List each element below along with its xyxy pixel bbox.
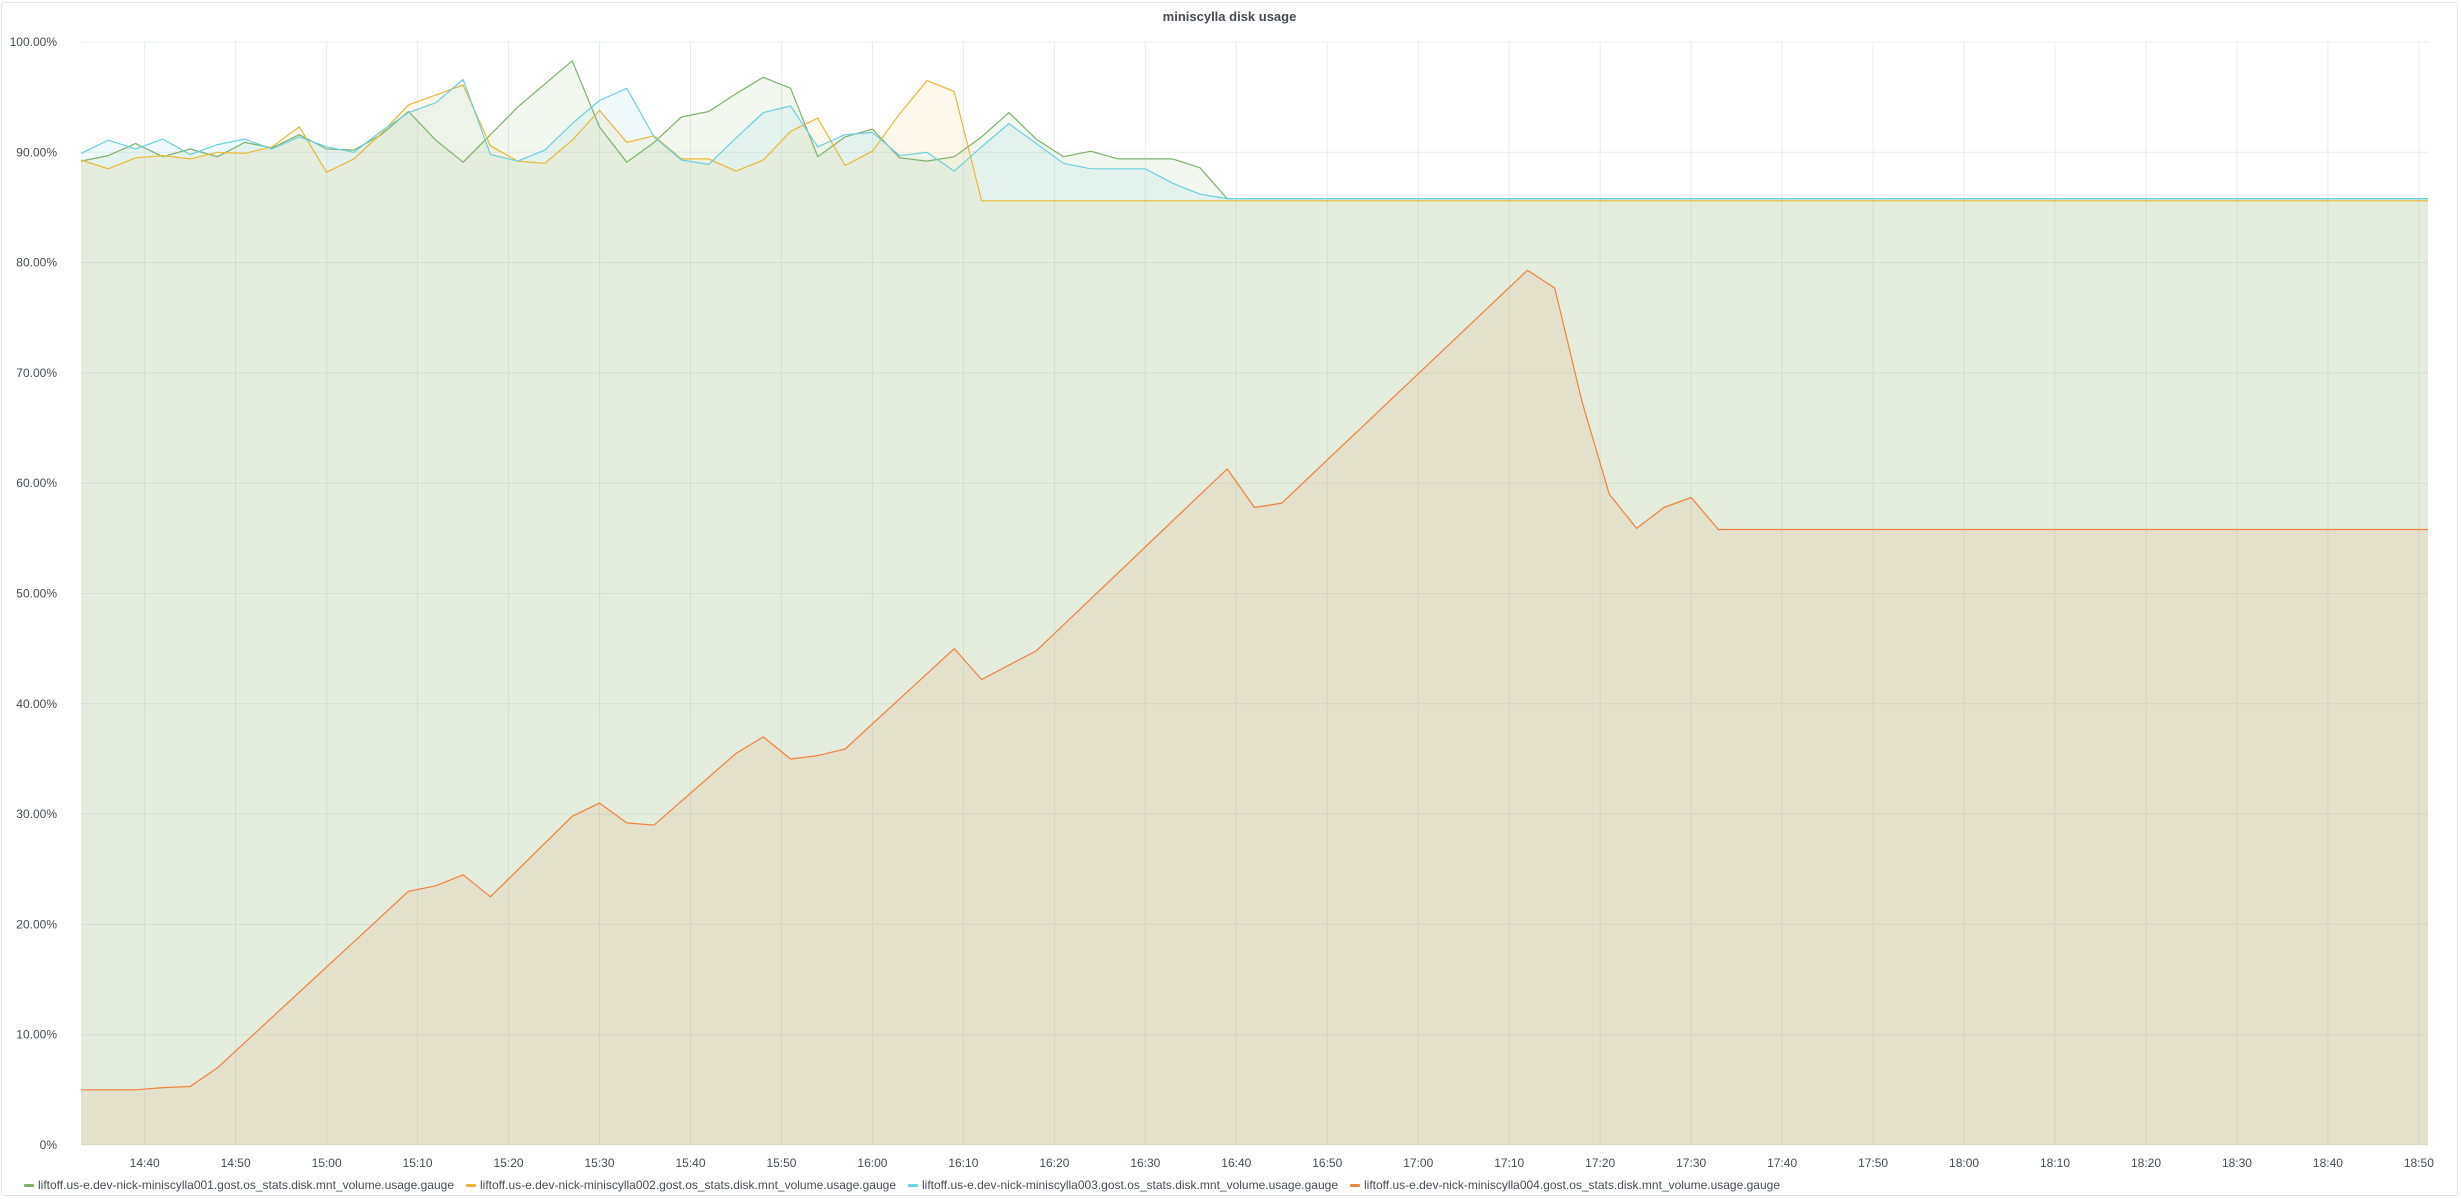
x-tick-label: 15:40 <box>675 1156 705 1170</box>
series-area-2 <box>81 80 2428 1146</box>
chart-legend: liftoff.us-e.dev-nick-miniscylla001.gost… <box>24 1177 1780 1193</box>
series-line-2 <box>80 80 2428 202</box>
x-tick-label: 17:00 <box>1403 1156 1433 1170</box>
x-tick-label: 18:40 <box>2313 1156 2343 1170</box>
legend-swatch <box>1350 1183 1360 1187</box>
y-tick-label: 90.00% <box>16 145 57 159</box>
x-tick-label: 15:20 <box>494 1156 524 1170</box>
y-tick-label: 40.00% <box>16 697 57 711</box>
y-tick-label: 10.00% <box>16 1028 57 1042</box>
legend-label: liftoff.us-e.dev-nick-miniscylla004.gost… <box>1364 1178 1780 1192</box>
x-tick-label: 18:00 <box>1949 1156 1979 1170</box>
series-line-1 <box>80 60 2428 200</box>
y-tick-label: 80.00% <box>16 256 57 270</box>
x-tick-label: 18:30 <box>2222 1156 2252 1170</box>
legend-item-2[interactable]: liftoff.us-e.dev-nick-miniscylla002.gost… <box>466 1177 896 1193</box>
x-tick-label: 17:10 <box>1494 1156 1524 1170</box>
y-tick-label: 20.00% <box>16 917 57 931</box>
legend-item-1[interactable]: liftoff.us-e.dev-nick-miniscylla001.gost… <box>24 1177 454 1193</box>
x-tick-label: 16:40 <box>1221 1156 1251 1170</box>
series-line-4 <box>81 269 2428 1091</box>
x-tick-label: 15:50 <box>766 1156 796 1170</box>
legend-item-3[interactable]: liftoff.us-e.dev-nick-miniscylla003.gost… <box>908 1177 1338 1193</box>
x-tick-label: 17:30 <box>1676 1156 1706 1170</box>
legend-swatch <box>466 1183 476 1187</box>
series-area-1 <box>81 60 2428 1145</box>
legend-item-4[interactable]: liftoff.us-e.dev-nick-miniscylla004.gost… <box>1350 1177 1780 1193</box>
legend-label: liftoff.us-e.dev-nick-miniscylla002.gost… <box>480 1178 896 1192</box>
legend-swatch <box>908 1183 918 1187</box>
x-tick-label: 16:20 <box>1039 1156 1069 1170</box>
x-tick-label: 14:40 <box>130 1156 160 1170</box>
x-tick-label: 14:50 <box>221 1156 251 1170</box>
x-tick-label: 17:40 <box>1767 1156 1797 1170</box>
x-tick-label: 15:00 <box>312 1156 342 1170</box>
x-tick-label: 18:10 <box>2040 1156 2070 1170</box>
chart-grid <box>81 41 2428 1146</box>
x-tick-label: 15:30 <box>585 1156 615 1170</box>
x-tick-label: 17:20 <box>1585 1156 1615 1170</box>
series-area-3 <box>81 79 2428 1145</box>
y-tick-label: 100.00% <box>10 35 58 49</box>
legend-label: liftoff.us-e.dev-nick-miniscylla003.gost… <box>922 1178 1338 1192</box>
x-tick-label: 18:50 <box>2404 1156 2434 1170</box>
y-tick-label: 30.00% <box>16 807 57 821</box>
legend-label: liftoff.us-e.dev-nick-miniscylla001.gost… <box>38 1178 454 1192</box>
chart-axes: 0% 10.00% 20.00% 30.00% 40.00% 50.00% 60.00% 70… <box>10 35 2435 1170</box>
x-tick-label: 16:50 <box>1312 1156 1342 1170</box>
y-tick-label: 50.00% <box>16 587 57 601</box>
x-tick-label: 18:20 <box>2131 1156 2161 1170</box>
chart-series-area <box>80 60 2428 1146</box>
x-tick-label: 15:10 <box>403 1156 433 1170</box>
chart-svg: 0% 10.00% 20.00% 30.00% 40.00% 50.00% 60.00% 70… <box>10 35 2435 1170</box>
y-tick-label: 0% <box>40 1138 58 1152</box>
x-tick-label: 17:50 <box>1858 1156 1888 1170</box>
chart-title: miniscylla disk usage <box>1162 9 1297 24</box>
x-tick-label: 16:10 <box>948 1156 978 1170</box>
legend-swatch <box>24 1183 34 1187</box>
x-tick-label: 16:00 <box>857 1156 887 1170</box>
series-line-3 <box>80 78 2428 200</box>
y-tick-label: 70.00% <box>16 366 57 380</box>
y-tick-label: 60.00% <box>16 476 57 490</box>
series-area-4 <box>81 270 2428 1145</box>
x-tick-label: 16:30 <box>1130 1156 1160 1170</box>
